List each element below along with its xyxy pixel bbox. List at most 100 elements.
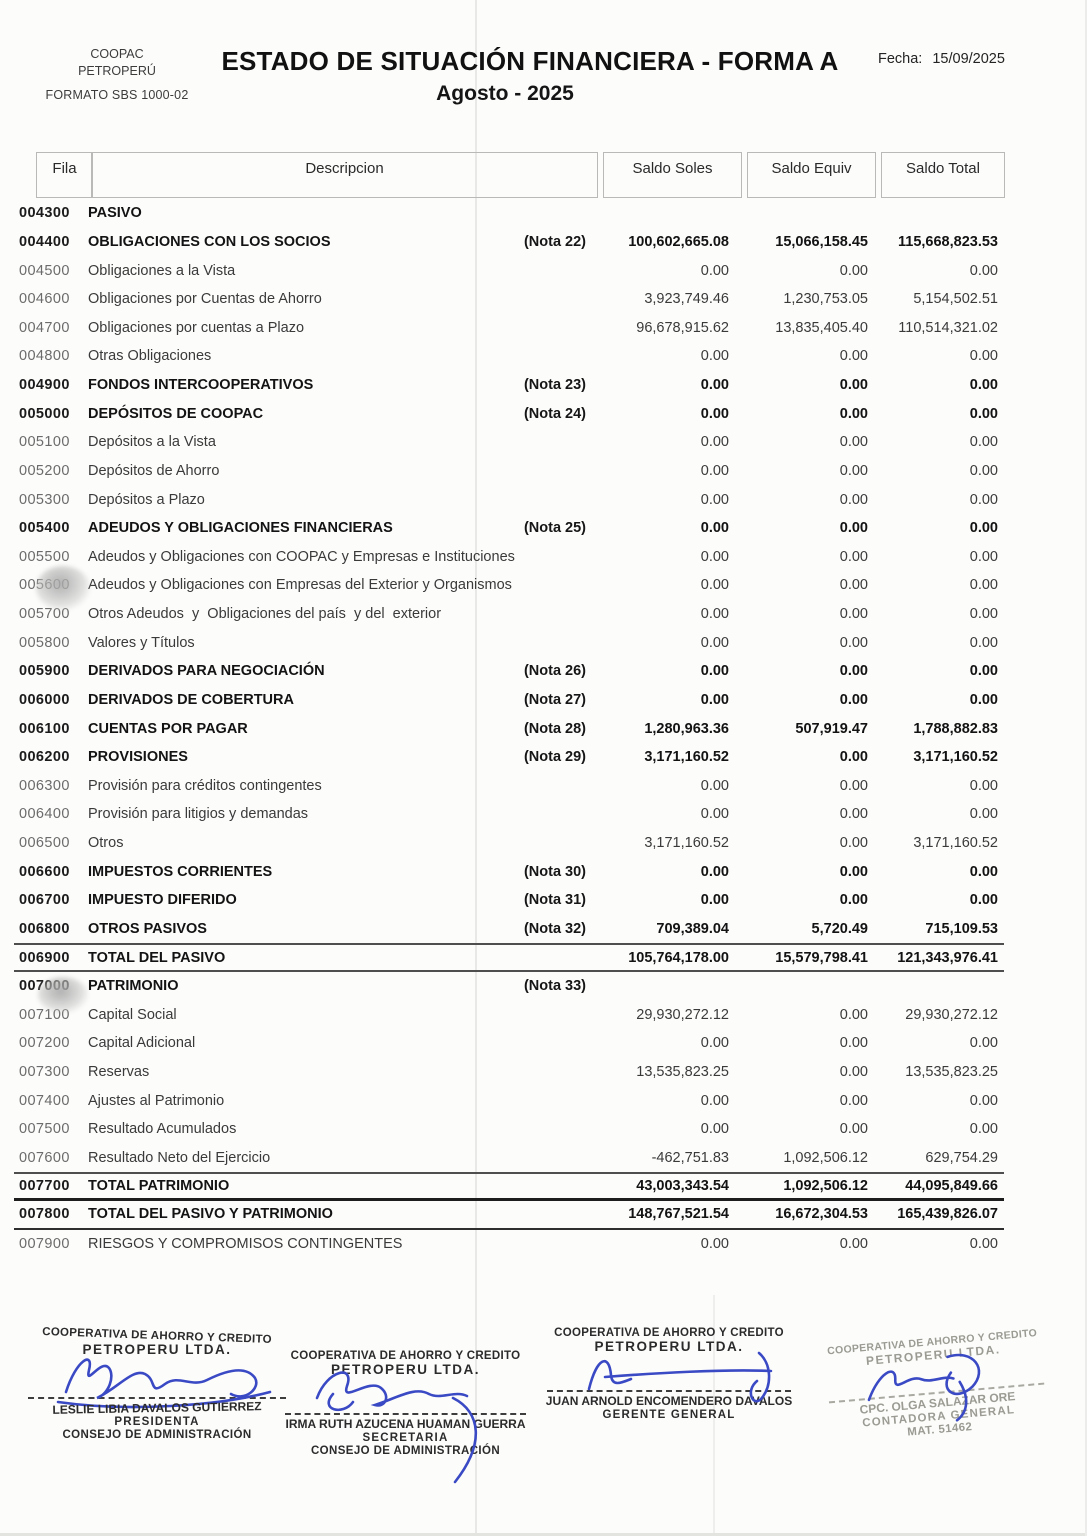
- row-description: TOTAL DEL PASIVO: [88, 949, 226, 966]
- page-title: ESTADO DE SITUACIÓN FINANCIERA - FORMA A: [221, 46, 839, 76]
- row-description: Reservas: [88, 1064, 150, 1081]
- row-code: 006200: [19, 749, 70, 766]
- row-saldo-equiv: 16,672,304.53: [775, 1206, 868, 1223]
- row-note-ref: (Nota 22): [523, 233, 586, 250]
- row-saldo-equiv: 13,835,405.40: [775, 319, 868, 336]
- row-saldo-total: 0.00: [969, 434, 998, 451]
- org-name-line1: COOPAC: [90, 47, 144, 61]
- row-code: 005200: [19, 462, 70, 479]
- table-row: 007300 Reservas 13,535,823.25 0.00 13,53…: [14, 1058, 1004, 1087]
- row-saldo-soles: 0.00: [700, 634, 729, 651]
- table-row: 006800 OTROS PASIVOS (Nota 32) 709,389.0…: [14, 915, 1004, 944]
- scan-bottom-edge: [0, 1533, 1087, 1536]
- row-saldo-equiv: 1,092,506.12: [783, 1149, 868, 1166]
- row-saldo-equiv: 1,230,753.05: [783, 291, 868, 308]
- signature-block-presidenta: COOPERATIVA DE AHORRO Y CREDITO PETROPER…: [26, 1326, 288, 1441]
- row-code: 006500: [19, 835, 70, 852]
- scan-fold-line-bottom: [713, 1295, 715, 1536]
- column-header-fila: Fila: [36, 152, 93, 198]
- row-code: 004800: [19, 348, 70, 365]
- row-saldo-equiv: 0.00: [839, 1035, 868, 1052]
- row-code: 006300: [19, 777, 70, 794]
- stamp-org-line: PETROPERU LTDA.: [594, 1339, 744, 1354]
- table-row: 004800 Otras Obligaciones 0.00 0.00 0.00: [14, 342, 1004, 371]
- table-row: 005100 Depósitos a la Vista 0.00 0.00 0.…: [14, 428, 1004, 457]
- row-saldo-total: 0.00: [969, 1235, 998, 1252]
- signer-role: SECRETARIA: [362, 1432, 449, 1444]
- row-description: Obligaciones por cuentas a Plazo: [88, 319, 305, 336]
- row-code: 004500: [19, 262, 70, 279]
- row-description: OTROS PASIVOS: [88, 920, 207, 937]
- table-row: 004700 Obligaciones por cuentas a Plazo …: [14, 314, 1004, 343]
- row-code: 005700: [19, 606, 70, 623]
- row-saldo-soles: 0.00: [700, 462, 729, 479]
- row-saldo-equiv: 0.00: [839, 1092, 868, 1109]
- row-saldo-soles: 0.00: [700, 377, 729, 394]
- row-saldo-equiv: 0.00: [839, 663, 868, 680]
- table-row: 005400 ADEUDOS Y OBLIGACIONES FINANCIERA…: [14, 514, 1004, 543]
- row-saldo-total: 0.00: [969, 377, 998, 394]
- row-code: 006400: [19, 806, 70, 823]
- table-row: 005000 DEPÓSITOS DE COOPAC (Nota 24) 0.0…: [14, 399, 1004, 428]
- row-saldo-total: 629,754.29: [925, 1149, 998, 1166]
- row-code: 006000: [19, 691, 70, 708]
- row-description: Depósitos de Ahorro: [88, 462, 220, 479]
- row-saldo-equiv: 0.00: [839, 434, 868, 451]
- column-header-saldo-soles: Saldo Soles: [603, 152, 742, 198]
- table-row: 005200 Depósitos de Ahorro 0.00 0.00 0.0…: [14, 457, 1004, 486]
- table-row: 004900 FONDOS INTERCOOPERATIVOS (Nota 23…: [14, 371, 1004, 400]
- row-code: 004700: [19, 319, 70, 336]
- report-date-label: Fecha:: [878, 51, 923, 67]
- row-saldo-soles: 1,280,963.36: [644, 720, 729, 737]
- row-saldo-total: 3,171,160.52: [913, 835, 998, 852]
- row-description: Provisión para créditos contingentes: [88, 777, 322, 794]
- row-saldo-total: 0.00: [969, 548, 998, 565]
- row-code: 007700: [19, 1178, 70, 1195]
- scan-right-edge: [1085, 0, 1087, 1536]
- table-row: 006500 Otros 3,171,160.52 0.00 3,171,160…: [14, 829, 1004, 858]
- row-saldo-total: 0.00: [969, 262, 998, 279]
- row-note-ref: (Nota 28): [523, 720, 586, 737]
- row-saldo-equiv: 0.00: [839, 1235, 868, 1252]
- signature-line: [285, 1413, 526, 1415]
- row-description: Capital Adicional: [88, 1035, 196, 1052]
- table-row: 007900 RIESGOS Y COMPROMISOS CONTINGENTE…: [14, 1230, 1004, 1259]
- row-saldo-soles: 100,602,665.08: [628, 233, 729, 250]
- table-row: 006900 TOTAL DEL PASIVO 105,764,178.00 1…: [14, 943, 1004, 972]
- row-saldo-equiv: 0.00: [839, 777, 868, 794]
- row-description: Provisión para litigios y demandas: [88, 806, 309, 823]
- row-description: Otros: [88, 835, 124, 852]
- row-saldo-soles: 709,389.04: [656, 920, 729, 937]
- scan-smudge: [36, 566, 90, 610]
- row-saldo-total: 0.00: [969, 606, 998, 623]
- row-code: 006800: [19, 920, 70, 937]
- row-note-ref: (Nota 27): [523, 691, 586, 708]
- table-row: 005800 Valores y Títulos 0.00 0.00 0.00: [14, 628, 1004, 657]
- row-description: DERIVADOS PARA NEGOCIACIÓN: [88, 663, 325, 680]
- row-saldo-equiv: 0.00: [839, 520, 868, 537]
- row-saldo-soles: 0.00: [700, 863, 729, 880]
- signer-org-role: CONSEJO DE ADMINISTRACIÓN: [62, 1429, 252, 1441]
- row-note-ref: (Nota 25): [523, 520, 586, 537]
- table-row: 005700 Otros Adeudos y Obligaciones del …: [14, 600, 1004, 629]
- row-saldo-soles: 0.00: [700, 1121, 729, 1138]
- row-saldo-total: 0.00: [969, 691, 998, 708]
- row-description: TOTAL PATRIMONIO: [88, 1178, 230, 1195]
- row-description: PATRIMONIO: [88, 978, 179, 995]
- table-row: 007000 PATRIMONIO (Nota 33): [14, 972, 1004, 1001]
- signer-role: GERENTE GENERAL: [602, 1409, 736, 1421]
- table-row: 006000 DERIVADOS DE COBERTURA (Nota 27) …: [14, 686, 1004, 715]
- row-description: FONDOS INTERCOOPERATIVOS: [88, 377, 314, 394]
- row-saldo-soles: 0.00: [700, 606, 729, 623]
- table-row: 006100 CUENTAS POR PAGAR (Nota 28) 1,280…: [14, 714, 1004, 743]
- row-saldo-soles: 0.00: [700, 806, 729, 823]
- table-row: 006600 IMPUESTOS CORRIENTES (Nota 30) 0.…: [14, 857, 1004, 886]
- page-subtitle: Agosto - 2025: [436, 82, 574, 105]
- signer-org-role: CONSEJO DE ADMINISTRACIÓN: [310, 1445, 501, 1457]
- row-saldo-total: 0.00: [969, 348, 998, 365]
- row-saldo-total: 3,171,160.52: [913, 749, 998, 766]
- table-row: 007200 Capital Adicional 0.00 0.00 0.00: [14, 1029, 1004, 1058]
- row-note-ref: (Nota 33): [523, 978, 586, 995]
- row-saldo-soles: 0.00: [700, 892, 729, 909]
- row-code: 007900: [19, 1235, 70, 1252]
